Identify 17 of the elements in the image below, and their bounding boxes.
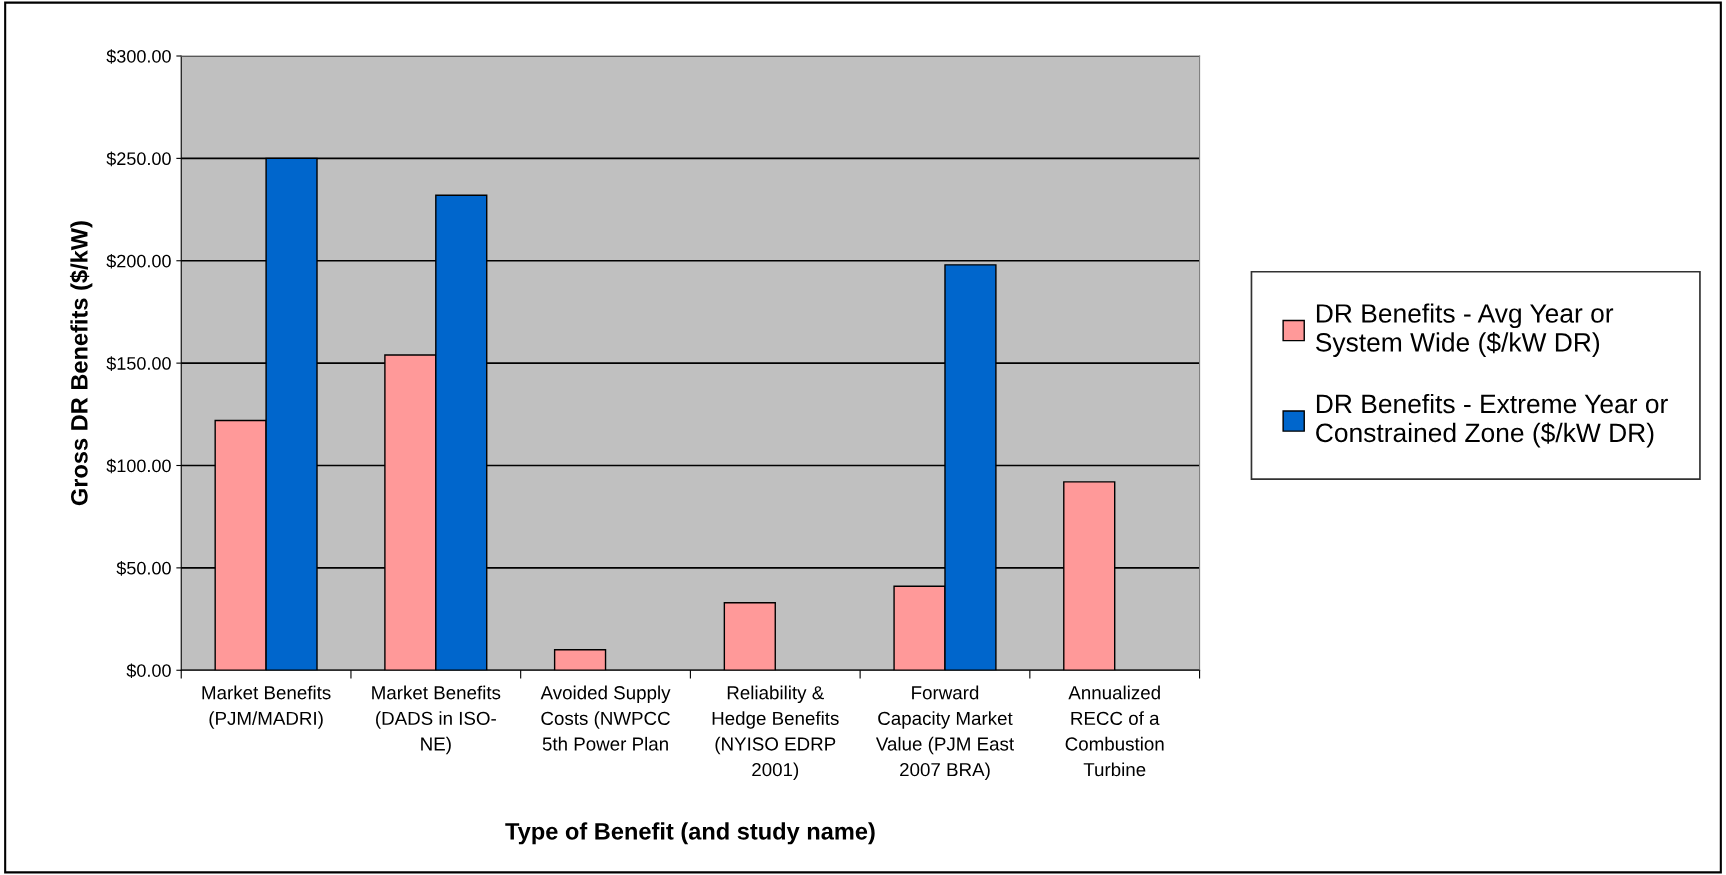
x-tick-label: Reliability & Hedge Benefits (NYISO EDRP 2001): [712, 685, 839, 780]
x-tick-label: Market Benefits (PJM/MADRI): [202, 685, 331, 729]
y-tick-label: $300.00: [106, 49, 171, 64]
y-tick-label: $250.00: [106, 151, 171, 167]
x-tick-label: Forward Capacity Market Value (PJM East 2007 BRA): [875, 685, 1014, 780]
x-tick-label: Annualized RECC of a Combustion Turbine: [1065, 685, 1164, 777]
legend-label: DR Benefits - Avg Year or System Wide ($/kW DR): [1315, 303, 1614, 357]
y-tick-label: $100.00: [106, 458, 171, 474]
x-tick-label: Avoided Supply Costs (NWPCC 5th Power Plan: [540, 685, 671, 751]
y-tick-label: $0.00: [126, 663, 171, 679]
legend-label: DR Benefits - Extreme Year or Constrained Zone ($/kW DR): [1316, 393, 1668, 448]
x-tick-label: Market Benefits (DADS in ISO- NE): [372, 685, 501, 755]
y-tick-label: $200.00: [106, 253, 171, 269]
y-tick-label: $150.00: [106, 356, 171, 371]
x-axis-title: Type of Benefit (and study name): [505, 822, 875, 845]
y-tick-label: $50.00: [116, 561, 171, 576]
y-axis-title: Gross DR Benefits ($/kW): [69, 221, 93, 506]
